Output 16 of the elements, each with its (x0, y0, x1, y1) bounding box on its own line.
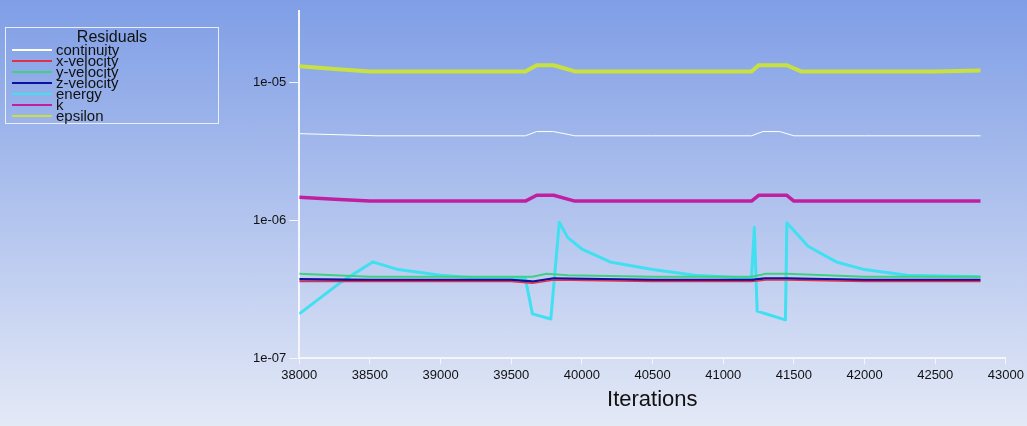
x-tick-label: 38500 (351, 366, 388, 382)
x-tick-label: 42500 (917, 366, 954, 382)
legend-title: Residuals (76, 28, 149, 45)
y-tick-label: 1e-05 (253, 73, 287, 89)
x-tick-label: 39500 (493, 366, 530, 382)
x-tick-label: 41500 (775, 366, 812, 382)
x-tick-label: 39000 (422, 366, 459, 382)
x-tick-label: 41000 (705, 366, 742, 382)
y-tick-label: 1e-07 (253, 349, 287, 365)
y-tick-label: 1e-06 (253, 211, 287, 227)
x-tick-label: 42000 (846, 366, 883, 382)
x-axis-title: Iterations (607, 386, 698, 413)
x-tick-label: 38000 (281, 366, 318, 382)
x-tick-label: 40500 (634, 366, 671, 382)
x-tick-label: 40000 (563, 366, 600, 382)
x-tick-label: 43000 (987, 366, 1024, 382)
